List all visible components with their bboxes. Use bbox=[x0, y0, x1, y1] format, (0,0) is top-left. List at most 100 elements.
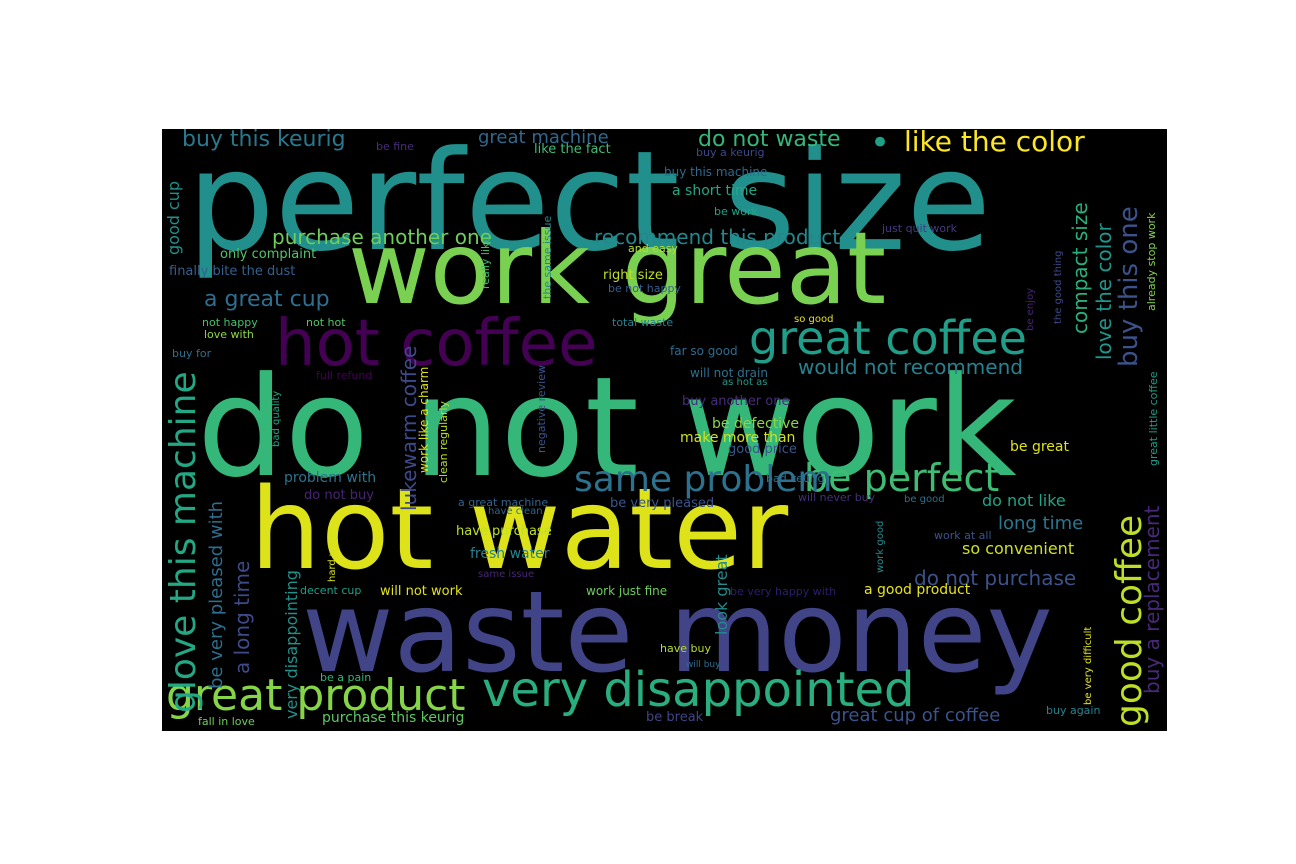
word-the-good-thing: the good thing bbox=[1053, 250, 1064, 324]
word-buy-a-keurig: buy a keurig bbox=[696, 146, 765, 159]
word-love-the-color: love the color bbox=[1092, 223, 1116, 360]
word-purchase-another-one: purchase another one bbox=[272, 225, 492, 249]
word-hot-water: hot water bbox=[250, 465, 789, 595]
word-buy-another-one: buy another one bbox=[682, 394, 790, 409]
word-do-not-waste: do not waste bbox=[698, 129, 841, 152]
word-purchase-this-keurig: purchase this keurig bbox=[322, 710, 465, 726]
word-buy-this-machine: buy this machine bbox=[664, 165, 768, 179]
word-already-stop-work: already stop work bbox=[1145, 212, 1158, 311]
word-have-purchase: have purchase bbox=[456, 524, 552, 539]
word-negative-review: negative review bbox=[535, 365, 548, 453]
word-a-great-machine: a great machine bbox=[458, 496, 549, 509]
word-a-long-time: a long time bbox=[230, 560, 254, 674]
word-be-great: be great bbox=[1010, 439, 1069, 455]
word-total-waste: total waste bbox=[612, 316, 674, 329]
word-be-break: be break bbox=[646, 710, 704, 725]
word-like-the-fact: like the fact bbox=[534, 142, 611, 157]
word-far-so-good: far so good bbox=[670, 344, 738, 358]
word-buy-for: buy for bbox=[172, 347, 212, 360]
word-be-defective: be defective bbox=[712, 416, 799, 432]
word-be-fine: be fine bbox=[376, 140, 414, 153]
word-the-same-issue: the same issue bbox=[541, 215, 554, 299]
word-be-not-happy: be not happy bbox=[608, 282, 681, 295]
word-be-good: be good bbox=[904, 494, 945, 505]
word-be-work: be work bbox=[714, 205, 758, 218]
word-great-coffee: great coffee bbox=[749, 311, 1027, 365]
word-would-not-recommend: would not recommend bbox=[798, 355, 1023, 379]
word-only-complaint: only complaint bbox=[220, 247, 317, 262]
word-good-price: good price bbox=[728, 442, 797, 457]
word-perfect-size: perfect size bbox=[187, 129, 992, 282]
word-work-like-a-charm: work like a charm bbox=[417, 366, 431, 473]
word-compact-size: compact size bbox=[1068, 202, 1092, 334]
word-glove-this-machine: glove this machine bbox=[163, 371, 204, 713]
word-great-product: great product bbox=[166, 670, 466, 721]
word-do-not-work: do not work bbox=[197, 347, 1017, 508]
word-hot-coffee: hot coffee bbox=[275, 307, 598, 381]
word-work-good: work good bbox=[875, 520, 886, 573]
word-not-happy: not happy bbox=[202, 316, 258, 329]
word-do-not-like: do not like bbox=[982, 491, 1066, 510]
word-do-not-purchase: do not purchase bbox=[914, 566, 1077, 590]
word-be-very-pleased: be very pleased bbox=[610, 496, 715, 511]
word-not-hot: not hot bbox=[306, 316, 346, 329]
word-look-great: look great bbox=[712, 554, 731, 635]
word-recommend-this-product: recommend this product bbox=[594, 225, 841, 249]
word-finally-bite-the-dust: finally bite the dust bbox=[169, 264, 296, 279]
word-great-machine: great machine bbox=[478, 129, 609, 148]
word-will-buy: will buy bbox=[686, 660, 721, 670]
word-very-disappointed: very disappointed bbox=[482, 662, 915, 718]
word-will-not-drain: will not drain bbox=[690, 366, 768, 380]
word-very-disappointing: very disappointing bbox=[282, 570, 301, 719]
word-buy-this-keurig: buy this keurig bbox=[182, 129, 346, 152]
word-be-very-difficult: be very difficult bbox=[1083, 626, 1094, 705]
word-work-at-all: work at all bbox=[934, 529, 992, 542]
word-so-convenient: so convenient bbox=[962, 539, 1075, 558]
word-work-great: work great bbox=[348, 210, 887, 327]
word-full-refund: full refund bbox=[316, 369, 373, 382]
word-great-cup-of-coffee: great cup of coffee bbox=[830, 705, 1001, 726]
word-have-clean: have clean bbox=[488, 506, 543, 517]
word-bad-quality: bad quality bbox=[271, 390, 282, 447]
word-bad-keurig: bad keurig bbox=[766, 472, 825, 485]
word-be-very-pleased-with: be very pleased with bbox=[206, 500, 227, 689]
word-long-time: long time bbox=[998, 513, 1084, 534]
word-same-issue: same issue bbox=[478, 569, 535, 580]
word-waste-money: waste money bbox=[302, 568, 1053, 698]
word-buy-this-one: buy this one bbox=[1114, 206, 1144, 367]
word-really-like: really like bbox=[479, 236, 492, 289]
word-good-cup: good cup bbox=[164, 180, 183, 255]
word-fresh-water: fresh water bbox=[470, 546, 550, 562]
word-a-good-product: a good product bbox=[864, 582, 971, 598]
word-decent-cup: decent cup bbox=[300, 584, 362, 597]
word-great-little-coffee: great little coffee bbox=[1147, 371, 1160, 466]
word-as-hot-as: as hot as bbox=[722, 377, 768, 388]
word-a-short-time: a short time bbox=[672, 183, 758, 199]
word-just-quit-work: just quit work bbox=[882, 222, 958, 235]
word-and-easy: and easy bbox=[628, 242, 678, 255]
word-clean-regularly: clean regularly bbox=[437, 401, 450, 483]
word-be-very-happy-with: be very happy with bbox=[730, 585, 837, 598]
word-buy-again: buy again bbox=[1046, 704, 1101, 717]
word-lukewarm-coffee: lukewarm coffee bbox=[397, 345, 421, 511]
word-work-just-fine: work just fine bbox=[586, 584, 668, 598]
word-right-size: right size bbox=[603, 268, 663, 283]
word-make-more-than: make more than bbox=[680, 430, 796, 446]
word-like-the-color: like the color bbox=[904, 129, 1085, 158]
word-so-good: so good bbox=[794, 314, 834, 325]
word-bullet: • bbox=[870, 129, 891, 163]
word-have-buy: have buy bbox=[660, 642, 711, 655]
word-be-enjoy: be enjoy bbox=[1025, 288, 1036, 331]
word-buy-a-replacement: buy a replacement bbox=[1140, 505, 1164, 694]
word-will-never-buy: will never buy bbox=[798, 491, 876, 504]
word-same-problem: same problem bbox=[574, 459, 833, 500]
word-love-with: love with bbox=[204, 328, 254, 341]
word-fall-in-love: fall in love bbox=[198, 715, 255, 728]
word-be-a-pain: be a pain bbox=[320, 671, 372, 684]
word-hard-water: hard water bbox=[327, 527, 338, 582]
word-cloud: perfect size work great do not work hot wat… bbox=[162, 129, 1167, 731]
word-problem-with: problem with bbox=[284, 470, 377, 486]
word-will-not-work: will not work bbox=[380, 584, 463, 599]
word-be-perfect: be perfect bbox=[804, 456, 1000, 500]
word-do-not-buy: do not buy bbox=[304, 488, 374, 503]
